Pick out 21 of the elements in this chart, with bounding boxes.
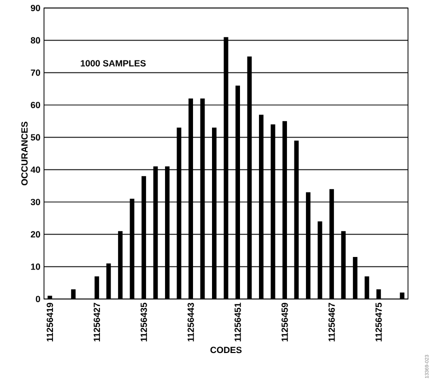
y-tick-label: 50: [30, 134, 40, 141]
y-axis-title: OCCURANCES: [21, 122, 28, 186]
x-tick-label: 11256435: [140, 302, 147, 342]
x-tick-label: 11256451: [234, 302, 241, 342]
y-tick-label: 10: [31, 263, 40, 270]
x-tick-label: 11256467: [328, 302, 335, 342]
y-tick-label: 70: [30, 69, 40, 76]
x-tick-label: 11256419: [46, 302, 54, 342]
x-tick-label: 11256475: [375, 302, 382, 342]
y-tick-label: 60: [30, 102, 40, 108]
x-tick-label: 11256459: [282, 302, 288, 342]
x-axis-title: CODES: [210, 346, 242, 354]
x-tick-label: 11256443: [188, 302, 194, 342]
y-tick-label: 80: [30, 37, 40, 44]
annotation: 1000 SAMPLES: [80, 60, 146, 66]
y-tick-label: 40: [30, 166, 40, 173]
y-tick-label: 30: [30, 198, 40, 206]
x-tick-label: 11256427: [94, 302, 100, 342]
y-tick-label: 0: [36, 296, 40, 302]
y-tick-label: 20: [30, 231, 40, 238]
y-tick-label: 90: [30, 4, 40, 12]
